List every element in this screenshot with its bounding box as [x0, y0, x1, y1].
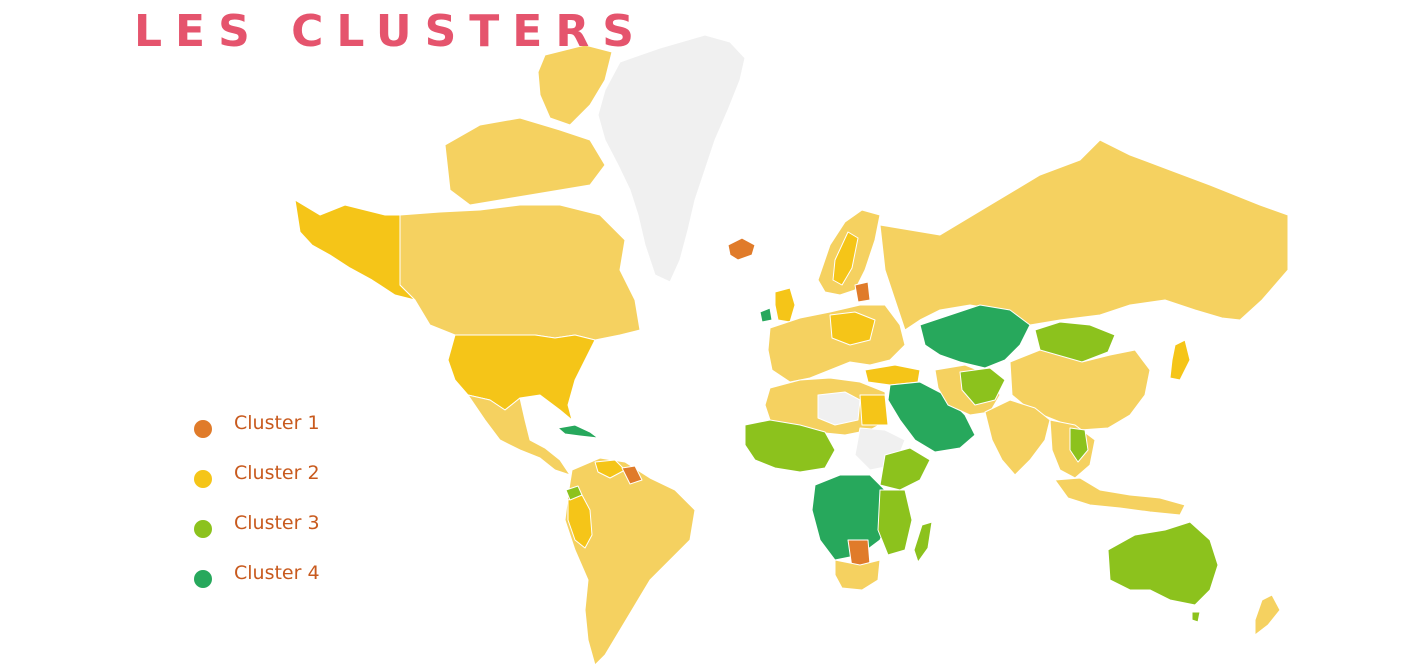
region-south-america — [564, 457, 696, 666]
region-central-africa — [811, 474, 891, 561]
legend-item-cluster-4: Cluster 4 — [194, 560, 394, 590]
region-india — [984, 399, 1051, 476]
legend-dot-cluster-2 — [194, 470, 212, 488]
region-alaska — [294, 199, 416, 301]
legend-label-cluster-1: Cluster 1 — [234, 412, 320, 434]
region-new-zealand — [1254, 594, 1281, 636]
region-peru — [567, 494, 593, 549]
region-venezuela — [594, 459, 626, 479]
region-cuba — [557, 424, 599, 439]
region-turkey — [864, 364, 921, 386]
legend-dot-cluster-4 — [194, 570, 212, 588]
region-tanzania — [877, 489, 913, 556]
region-mexico — [467, 394, 571, 476]
region-guyana — [621, 465, 643, 485]
region-baltics — [854, 281, 871, 303]
legend-label-cluster-4: Cluster 4 — [234, 562, 320, 584]
page-title: LES CLUSTERS — [134, 6, 647, 57]
region-afghanistan — [959, 367, 1006, 406]
region-australia — [1107, 521, 1219, 606]
region-russia — [879, 139, 1289, 331]
region-japan — [1169, 339, 1191, 381]
region-libya — [817, 391, 861, 426]
region-canada-islands — [444, 117, 606, 206]
region-arabia — [887, 381, 976, 453]
region-sweden — [832, 231, 859, 286]
region-greenland — [597, 34, 746, 283]
region-indonesia — [1054, 477, 1186, 516]
region-ecuador — [565, 485, 583, 501]
legend-dot-cluster-3 — [194, 520, 212, 538]
legend-item-cluster-2: Cluster 2 — [194, 460, 394, 490]
region-egypt — [859, 394, 889, 426]
region-ireland — [759, 307, 773, 323]
legend-dot-cluster-1 — [194, 420, 212, 438]
legend-item-cluster-3: Cluster 3 — [194, 510, 394, 540]
region-central-europe — [829, 311, 876, 346]
region-west-africa — [744, 419, 836, 473]
region-southern-africa — [834, 559, 881, 591]
region-iceland — [727, 237, 756, 261]
region-east-africa — [879, 447, 931, 491]
region-vietnam — [1069, 427, 1089, 463]
region-tasmania — [1191, 611, 1201, 623]
region-kazakhstan — [919, 304, 1031, 369]
region-uk — [774, 287, 796, 323]
region-madagascar — [913, 521, 933, 563]
region-canada-arctic — [537, 44, 613, 126]
legend-label-cluster-3: Cluster 3 — [234, 512, 320, 534]
legend-label-cluster-2: Cluster 2 — [234, 462, 320, 484]
region-canada — [399, 204, 641, 341]
legend-item-cluster-1: Cluster 1 — [194, 410, 394, 440]
